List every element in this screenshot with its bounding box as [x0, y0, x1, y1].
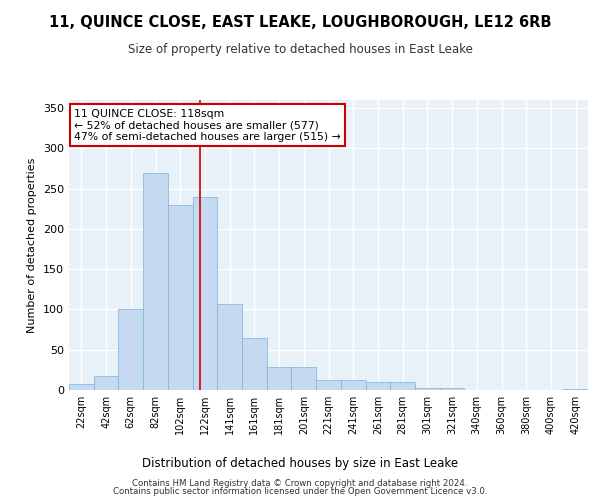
- Bar: [143, 172, 168, 390]
- Bar: [292, 366, 316, 390]
- Text: 11 QUINCE CLOSE: 118sqm
← 52% of detached houses are smaller (577)
47% of semi-d: 11 QUINCE CLOSE: 118sqm ← 52% of detache…: [74, 108, 341, 142]
- Bar: [563, 389, 588, 390]
- Bar: [94, 376, 118, 390]
- Bar: [440, 388, 464, 390]
- Text: Distribution of detached houses by size in East Leake: Distribution of detached houses by size …: [142, 458, 458, 470]
- Bar: [242, 338, 267, 390]
- Y-axis label: Number of detached properties: Number of detached properties: [28, 158, 37, 332]
- Bar: [217, 304, 242, 390]
- Bar: [193, 196, 217, 390]
- Text: Size of property relative to detached houses in East Leake: Size of property relative to detached ho…: [128, 42, 472, 56]
- Bar: [365, 382, 390, 390]
- Bar: [118, 310, 143, 390]
- Bar: [69, 384, 94, 390]
- Text: Contains public sector information licensed under the Open Government Licence v3: Contains public sector information licen…: [113, 487, 487, 496]
- Bar: [168, 204, 193, 390]
- Text: 11, QUINCE CLOSE, EAST LEAKE, LOUGHBOROUGH, LE12 6RB: 11, QUINCE CLOSE, EAST LEAKE, LOUGHBOROU…: [49, 15, 551, 30]
- Bar: [415, 388, 440, 390]
- Bar: [390, 382, 415, 390]
- Bar: [267, 366, 292, 390]
- Bar: [341, 380, 365, 390]
- Text: Contains HM Land Registry data © Crown copyright and database right 2024.: Contains HM Land Registry data © Crown c…: [132, 478, 468, 488]
- Bar: [316, 380, 341, 390]
